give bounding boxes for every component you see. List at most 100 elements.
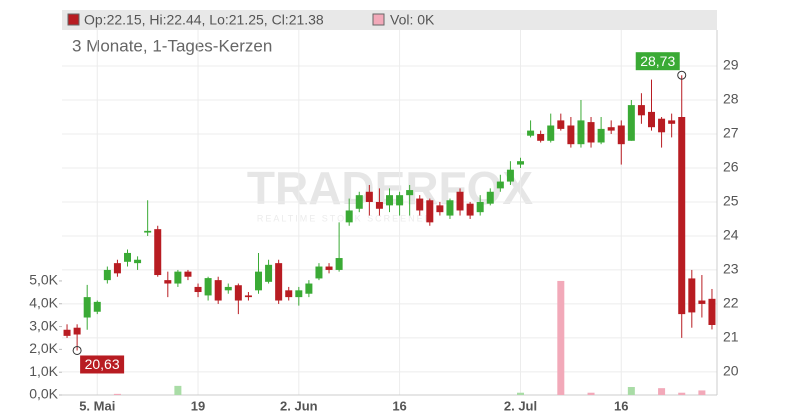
watermark: TRADERFOX <box>247 162 534 214</box>
high-marker <box>677 70 687 80</box>
y-tick-label: 22 <box>723 295 739 311</box>
candle-body <box>265 264 273 282</box>
candle-body <box>456 191 464 211</box>
candle-body <box>396 195 404 206</box>
candle-body <box>658 118 666 133</box>
candle-body <box>275 263 283 301</box>
volume-swatch <box>372 13 385 26</box>
x-tick-label: 19 <box>191 398 205 413</box>
volume-bar <box>517 392 524 395</box>
candle-body <box>103 269 111 281</box>
candle-body <box>506 169 514 182</box>
candle-body <box>154 229 162 276</box>
y-tick-label: 27 <box>723 125 739 141</box>
ohlc-swatch <box>67 13 80 26</box>
candle-body <box>73 327 81 335</box>
y2-tick-label: 5,0K <box>29 272 58 288</box>
legend-band <box>62 10 717 30</box>
y-tick-label: 20 <box>723 363 739 379</box>
candle-body <box>144 230 152 233</box>
candle-body <box>587 122 595 143</box>
candle-body <box>476 201 484 213</box>
candle-body <box>83 297 91 318</box>
y-tick-label: 21 <box>723 329 739 345</box>
candle-body <box>668 120 676 124</box>
volume-legend: Vol: 0K <box>390 12 435 28</box>
candle-body <box>517 161 524 165</box>
candle-body <box>688 278 696 313</box>
candle-body <box>365 191 373 202</box>
candle-body <box>315 266 323 279</box>
candle-body <box>547 125 555 141</box>
candle-body <box>607 127 615 131</box>
high-label: 28,73 <box>640 53 675 69</box>
candle-body <box>285 290 293 298</box>
x-tick-label: 5. Mai <box>79 398 115 413</box>
volume-bar <box>174 385 182 395</box>
candle-body <box>355 195 363 209</box>
low-label-box <box>80 355 125 374</box>
candle-body <box>557 120 565 129</box>
y-tick-label: 28 <box>723 91 739 107</box>
candle-body <box>234 285 242 301</box>
candle-body <box>113 263 121 274</box>
y2-tick-label: 0,0K <box>29 386 58 402</box>
candle-body <box>567 125 575 145</box>
candle-body <box>678 117 686 315</box>
candle-body <box>597 128 605 143</box>
candle-body <box>426 200 434 223</box>
candle-body <box>255 271 262 291</box>
candle-body <box>335 258 343 270</box>
candle-body <box>466 203 474 216</box>
ohlc-legend: Op:22.15, Hi:22.44, Lo:21.25, Cl:21.38 <box>84 12 324 28</box>
candle-body <box>305 283 313 294</box>
candle-body <box>627 105 635 141</box>
candle-body <box>63 329 71 336</box>
y-tick-label: 24 <box>723 227 739 243</box>
candle-body <box>134 259 142 264</box>
x-tick-label: 2. Jul <box>504 398 537 413</box>
y-tick-label: 23 <box>723 261 739 277</box>
y2-tick-label: 2,0K <box>29 340 58 356</box>
y2-tick-label: 3,0K <box>29 317 58 333</box>
candle-body <box>637 105 645 116</box>
candle-body <box>386 195 393 206</box>
candle-body <box>436 205 444 213</box>
candle-body <box>486 191 494 204</box>
x-tick-label: 16 <box>614 398 628 413</box>
candle-body <box>295 290 303 298</box>
volume-bar <box>587 392 595 395</box>
y2-tick-label: 4,0K <box>29 294 58 310</box>
candle-body <box>244 295 252 298</box>
candle-body <box>577 120 585 145</box>
low-marker <box>72 345 82 355</box>
subtitle: 3 Monate, 1-Tages-Kerzen <box>72 36 272 55</box>
volume-bar <box>113 393 121 395</box>
high-label-box <box>635 52 680 71</box>
candle-body <box>496 181 504 189</box>
candle-body <box>204 278 212 296</box>
volume-bar <box>678 392 686 395</box>
candle-body <box>194 286 202 293</box>
candle-body <box>708 298 716 325</box>
volume-bar <box>658 388 666 395</box>
candle-body <box>406 190 414 196</box>
x-tick-label: 2. Jun <box>280 398 318 413</box>
volume-bar <box>557 280 565 395</box>
candle-body <box>537 133 545 141</box>
candle-body <box>174 271 182 284</box>
candle-body <box>325 266 333 270</box>
candle-body <box>416 198 424 211</box>
low-label: 20,63 <box>85 356 120 372</box>
y2-tick-label: 1,0K <box>29 363 58 379</box>
candle-body <box>184 271 192 277</box>
volume-bar <box>698 390 706 395</box>
watermark-sub: REALTIME STOCK SCREENER <box>257 213 433 223</box>
candle-body <box>214 280 222 301</box>
candle-body <box>446 200 454 216</box>
volume-bar <box>627 387 635 395</box>
candle-body <box>698 300 706 304</box>
candle-body <box>375 201 383 209</box>
y-tick-label: 29 <box>723 57 739 73</box>
